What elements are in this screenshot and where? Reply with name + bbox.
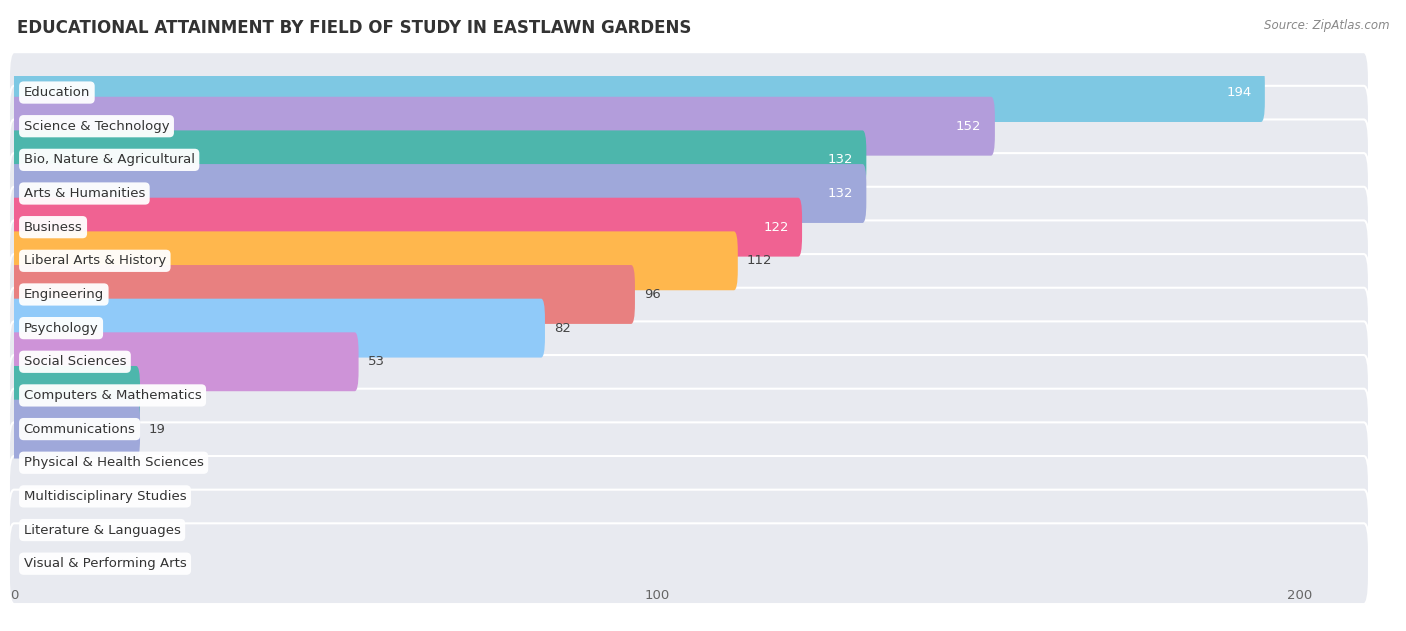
Text: 19: 19 xyxy=(149,389,166,402)
FancyBboxPatch shape xyxy=(8,355,1369,436)
FancyBboxPatch shape xyxy=(8,422,1369,503)
Text: 122: 122 xyxy=(763,221,789,233)
Text: 53: 53 xyxy=(367,355,385,369)
FancyBboxPatch shape xyxy=(8,153,1369,234)
Text: Arts & Humanities: Arts & Humanities xyxy=(24,187,145,200)
FancyBboxPatch shape xyxy=(10,198,801,257)
FancyBboxPatch shape xyxy=(8,288,1369,369)
Text: Science & Technology: Science & Technology xyxy=(24,120,169,133)
Text: Physical & Health Sciences: Physical & Health Sciences xyxy=(24,456,204,469)
FancyBboxPatch shape xyxy=(8,523,1369,604)
Text: Business: Business xyxy=(24,221,83,233)
Text: 194: 194 xyxy=(1226,86,1251,99)
FancyBboxPatch shape xyxy=(10,298,546,358)
Text: Computers & Mathematics: Computers & Mathematics xyxy=(24,389,201,402)
FancyBboxPatch shape xyxy=(8,187,1369,268)
FancyBboxPatch shape xyxy=(8,456,1369,537)
FancyBboxPatch shape xyxy=(10,63,1265,122)
FancyBboxPatch shape xyxy=(8,119,1369,200)
Text: 132: 132 xyxy=(827,153,853,167)
FancyBboxPatch shape xyxy=(10,131,866,189)
Text: Source: ZipAtlas.com: Source: ZipAtlas.com xyxy=(1264,19,1389,32)
FancyBboxPatch shape xyxy=(8,490,1369,570)
Text: Psychology: Psychology xyxy=(24,322,98,334)
Text: Literature & Languages: Literature & Languages xyxy=(24,524,180,536)
FancyBboxPatch shape xyxy=(10,232,738,290)
FancyBboxPatch shape xyxy=(10,399,141,459)
Text: EDUCATIONAL ATTAINMENT BY FIELD OF STUDY IN EASTLAWN GARDENS: EDUCATIONAL ATTAINMENT BY FIELD OF STUDY… xyxy=(17,19,692,37)
Text: 0: 0 xyxy=(27,524,35,536)
FancyBboxPatch shape xyxy=(8,254,1369,335)
Text: Liberal Arts & History: Liberal Arts & History xyxy=(24,254,166,268)
Text: 96: 96 xyxy=(644,288,661,301)
Text: Multidisciplinary Studies: Multidisciplinary Studies xyxy=(24,490,187,503)
FancyBboxPatch shape xyxy=(10,366,141,425)
FancyBboxPatch shape xyxy=(10,333,359,391)
Text: 0: 0 xyxy=(27,456,35,469)
FancyBboxPatch shape xyxy=(10,97,995,156)
FancyBboxPatch shape xyxy=(10,164,866,223)
Text: 0: 0 xyxy=(27,490,35,503)
Text: Bio, Nature & Agricultural: Bio, Nature & Agricultural xyxy=(24,153,194,167)
Text: 112: 112 xyxy=(747,254,772,268)
Text: Education: Education xyxy=(24,86,90,99)
Text: 152: 152 xyxy=(956,120,981,133)
Text: 82: 82 xyxy=(554,322,571,334)
FancyBboxPatch shape xyxy=(8,220,1369,301)
Text: 0: 0 xyxy=(27,557,35,570)
FancyBboxPatch shape xyxy=(8,389,1369,469)
Text: Visual & Performing Arts: Visual & Performing Arts xyxy=(24,557,187,570)
Text: 132: 132 xyxy=(827,187,853,200)
FancyBboxPatch shape xyxy=(8,321,1369,402)
Text: Communications: Communications xyxy=(24,423,135,435)
FancyBboxPatch shape xyxy=(8,86,1369,167)
FancyBboxPatch shape xyxy=(8,52,1369,133)
Text: Engineering: Engineering xyxy=(24,288,104,301)
FancyBboxPatch shape xyxy=(10,265,636,324)
Text: 19: 19 xyxy=(149,423,166,435)
Text: Social Sciences: Social Sciences xyxy=(24,355,127,369)
